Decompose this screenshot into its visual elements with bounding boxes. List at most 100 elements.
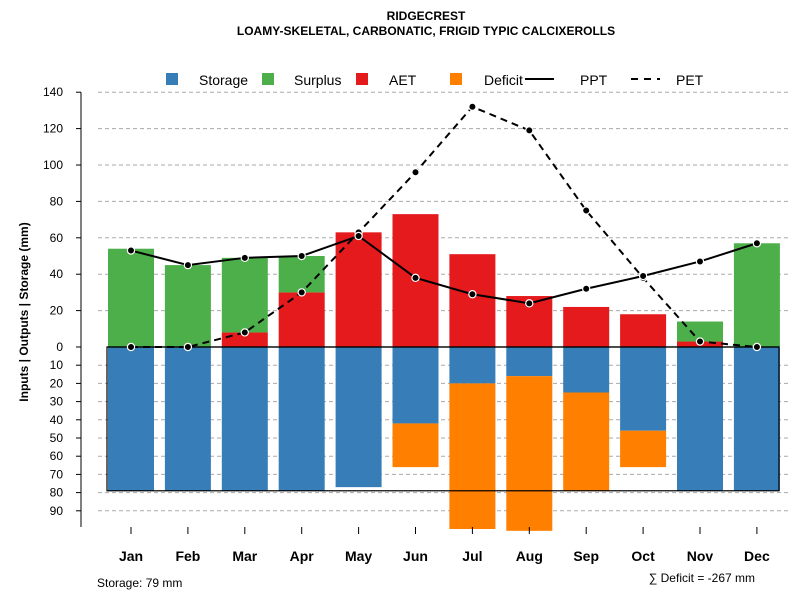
y-tick-label: 80 — [50, 486, 64, 500]
storage-bar-may — [335, 347, 382, 488]
x-tick-label: Feb — [175, 548, 200, 564]
x-tick-label: May — [345, 548, 372, 564]
ppt-point-mar — [240, 253, 249, 263]
y-tick-label: 80 — [50, 194, 64, 208]
pet-point-jun — [411, 168, 420, 177]
ppt-point-dec — [752, 239, 762, 248]
ppt-point-nov — [695, 257, 705, 266]
surplus-bar-nov — [677, 321, 723, 342]
pet-point-mar — [240, 328, 249, 337]
aet-bar-may — [335, 232, 382, 347]
y-tick-label: 70 — [50, 467, 64, 481]
legend: Storage Surplus AET Deficit PPT PET — [166, 72, 704, 88]
x-tick-label: Jun — [403, 548, 428, 564]
y-tick-label: 120 — [43, 122, 63, 136]
deficit-bar-jun — [392, 423, 439, 468]
aet-bar-oct — [620, 314, 667, 347]
x-tick-label: Sep — [573, 548, 599, 564]
legend-label-storage: Storage — [199, 72, 248, 88]
aet-bar-mar — [221, 332, 268, 347]
pet-line — [131, 105, 757, 348]
y-tick-label: 140 — [43, 85, 63, 99]
x-tick-label: Aug — [516, 548, 543, 564]
storage-note: Storage: 79 mm — [97, 576, 182, 590]
x-tick-label: Apr — [290, 548, 315, 564]
y-tick-label: 40 — [50, 413, 64, 427]
y-tick-label: 90 — [50, 504, 64, 518]
surplus-bar-feb — [164, 265, 211, 347]
aet-bar-apr — [278, 292, 325, 347]
legend-swatch-aet — [356, 73, 368, 85]
deficit-bar-sep — [563, 392, 610, 491]
y-tick-label: 60 — [50, 231, 64, 245]
ppt-point-jan — [126, 246, 136, 255]
bars — [108, 214, 780, 531]
ppt-point-aug — [525, 299, 534, 308]
ppt-point-jul — [468, 290, 477, 299]
pet-point-jul — [468, 102, 477, 111]
legend-label-pet: PET — [676, 72, 704, 88]
y-tick-label: 60 — [50, 449, 64, 463]
grid-lines — [98, 91, 790, 512]
deficit-bar-oct — [620, 430, 667, 468]
chart-title: RIDGECREST — [387, 9, 466, 23]
series-lines — [126, 102, 762, 352]
storage-bar-oct — [620, 347, 667, 431]
storage-bar-jan — [108, 347, 154, 491]
y-tick-label: 20 — [50, 376, 64, 390]
storage-bar-apr — [278, 347, 325, 491]
ppt-point-feb — [183, 260, 193, 270]
pet-point-aug — [525, 126, 534, 135]
x-tick-label: Nov — [687, 548, 714, 564]
x-axis: Jan Feb Mar Apr May Jun Jul Aug Sep Oct Nov Dec — [119, 527, 770, 564]
ppt-line — [130, 234, 758, 305]
chart-subtitle: LOAMY-SKELETAL, CARBONATIC, FRIGID TYPIC… — [237, 24, 615, 38]
storage-bar-nov — [677, 347, 723, 491]
legend-swatch-storage — [166, 73, 178, 85]
pet-point-feb — [183, 342, 193, 352]
y-tick-label: 50 — [50, 431, 64, 445]
ppt-point-oct — [638, 271, 648, 281]
legend-swatch-deficit — [450, 73, 462, 85]
storage-bar-sep — [563, 347, 610, 393]
legend-label-aet: AET — [389, 72, 417, 88]
pet-point-dec — [752, 342, 762, 352]
surplus-bar-dec — [733, 243, 780, 347]
surplus-bar-apr — [278, 256, 325, 293]
y-tick-label: 0 — [56, 340, 63, 354]
x-tick-label: Oct — [631, 548, 655, 564]
deficit-bar-jul — [449, 383, 496, 529]
x-tick-label: Dec — [744, 548, 770, 564]
y-tick-label: 40 — [50, 267, 64, 281]
storage-bar-aug — [506, 347, 553, 377]
axes — [106, 346, 780, 492]
y-tick-label: 10 — [50, 358, 64, 372]
x-tick-label: Jan — [119, 548, 143, 564]
ppt-point-apr — [297, 251, 306, 261]
x-tick-label: Jul — [462, 548, 482, 564]
legend-label-deficit: Deficit — [484, 72, 523, 88]
y-tick-label: 30 — [50, 395, 64, 409]
ppt-point-sep — [582, 284, 591, 293]
storage-bar-feb — [164, 347, 211, 491]
aet-bar-sep — [563, 306, 610, 347]
legend-label-ppt: PPT — [580, 72, 608, 88]
deficit-bar-aug — [506, 376, 553, 531]
surplus-bar-mar — [221, 257, 268, 333]
pet-point-nov — [695, 337, 705, 346]
aet-bar-jul — [449, 254, 496, 347]
pet-point-apr — [297, 288, 306, 297]
ppt-point-jun — [411, 273, 420, 283]
storage-bar-dec — [733, 347, 780, 491]
storage-bar-mar — [221, 347, 268, 491]
y-tick-label: 100 — [43, 158, 63, 172]
y-axis-label: Inputs | Outputs | Storage (mm) — [17, 222, 31, 401]
y-tick-label: 20 — [50, 304, 64, 318]
pet-point-sep — [582, 206, 591, 215]
legend-label-surplus: Surplus — [294, 72, 341, 88]
deficit-note: ∑ Deficit = -267 mm — [649, 571, 755, 585]
ppt-point-may — [354, 231, 363, 241]
y-axis: 0 20 40 60 80 100 120 140 10 20 30 40 50 60 70 80 90 — [43, 85, 82, 527]
x-tick-label: Mar — [232, 548, 257, 564]
